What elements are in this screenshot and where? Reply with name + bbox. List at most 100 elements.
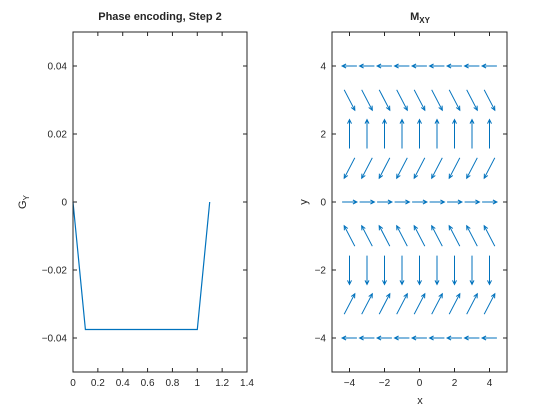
quiver-arrow [464,199,481,205]
quiver-arrow [417,255,422,286]
right-y-tick-label: −4 [315,334,327,345]
right-plot-box [331,31,508,373]
quiver-arrow [463,63,480,69]
quiver-arrow [343,224,356,247]
left-plot-box [72,31,248,373]
gradient-waveform-panel: Phase encoding, Step 2 GY 0 0.2 0.4 0.6 0.8 1… [17,11,254,389]
magnetization-quiver-panel: MXY x y −4 −2 0 2 4 −4 −2 0 2 4 [298,11,508,407]
quiver-arrow [361,157,373,180]
quiver-arrow [343,89,356,112]
quiver-arrow [393,63,410,69]
right-y-tick-label: −2 [315,266,327,277]
quiver-arrow [347,255,352,286]
quiver-arrow [396,292,408,315]
quiver-arrow [431,157,443,180]
quiver-arrow [340,335,357,341]
quiver-arrow [340,63,357,69]
quiver-arrow [359,199,376,205]
quiver-arrow [469,255,475,286]
right-y-tick-label: 4 [320,62,326,73]
quiver-arrow [483,89,496,112]
left-y-tick-label: −0.02 [42,266,68,277]
quiver-arrow [375,335,392,341]
quiver-arrow [347,118,352,149]
quiver-arrow [410,335,427,341]
quiver-arrow [343,292,356,315]
quiver-arrow [361,292,373,315]
quiver-arrow [445,335,462,341]
quiver-arrow [394,199,411,205]
quiver-arrow [396,157,408,180]
quiver-arrow [361,89,373,112]
quiver-arrow [399,118,405,149]
quiver-arrow [413,157,426,180]
quiver-arrow [466,292,478,315]
quiver-arrow [431,89,443,112]
quiver-arrow [377,199,394,205]
left-x-tick-label: 0.4 [116,378,130,389]
quiver-arrow [413,89,426,112]
quiver-arrow [448,224,461,247]
quiver-arrow [343,157,356,180]
quiver-arrow [396,89,408,112]
quiver-arrow [448,292,461,315]
quiver-arrow [463,335,480,341]
left-x-tick-label: 0 [70,378,76,389]
quiver-arrow [364,118,370,149]
quiver-arrow [342,199,359,205]
quiver-arrow [378,224,391,247]
left-x-tick-label: 1.4 [240,378,254,389]
left-x-tick-label: 1 [195,378,201,389]
quiver-arrow [483,157,496,180]
left-x-tick-label: 0.2 [91,378,105,389]
quiver-arrows [340,63,499,341]
quiver-arrow [483,224,496,247]
quiver-arrow [452,255,457,286]
quiver-arrow [412,199,429,205]
quiver-arrow [434,255,440,286]
left-y-tick-labels: −0.04 −0.02 0 0.02 0.04 [42,62,68,345]
left-x-tick-labels: 0 0.2 0.4 0.6 0.8 1 1.2 1.4 [70,378,254,389]
right-axis-ticks [332,32,507,372]
left-y-tick-label: −0.04 [42,334,68,345]
quiver-arrow [480,335,497,341]
quiver-arrow [364,255,370,286]
quiver-arrow [448,89,461,112]
left-y-axis-label: GY [17,194,31,209]
quiver-arrow [487,255,492,286]
quiver-arrow [431,292,443,315]
quiver-arrow [480,63,497,69]
right-x-tick-label: 2 [452,378,458,389]
quiver-arrow [382,255,387,286]
right-x-tick-label: 0 [417,378,423,389]
right-chart-title: MXY [410,11,431,25]
right-y-tick-labels: −4 −2 0 2 4 [315,62,327,345]
quiver-arrow [361,224,373,247]
quiver-arrow [413,224,426,247]
quiver-arrow [382,118,387,149]
quiver-arrow [469,118,475,149]
quiver-arrow [399,255,405,286]
left-chart-title: Phase encoding, Step 2 [98,11,221,23]
right-x-tick-labels: −4 −2 0 2 4 [344,378,493,389]
right-x-tick-label: −4 [344,378,356,389]
left-y-tick-label: 0.02 [48,130,68,141]
quiver-arrow [487,118,492,149]
right-y-tick-label: 2 [320,130,326,141]
quiver-arrow [428,63,445,69]
left-y-tick-label: 0 [61,198,67,209]
quiver-arrow [466,157,478,180]
gradient-series-line [72,201,211,331]
quiver-arrow [393,335,410,341]
right-x-axis-label: x [417,395,423,407]
right-x-tick-label: 4 [487,378,493,389]
quiver-arrow [358,335,375,341]
quiver-arrow [482,199,499,205]
left-x-tick-label: 0.8 [165,378,179,389]
quiver-arrow [445,63,462,69]
right-y-axis-label: y [298,199,310,205]
left-x-tick-label: 1.2 [215,378,229,389]
quiver-arrow [429,199,446,205]
quiver-arrow [413,292,426,315]
